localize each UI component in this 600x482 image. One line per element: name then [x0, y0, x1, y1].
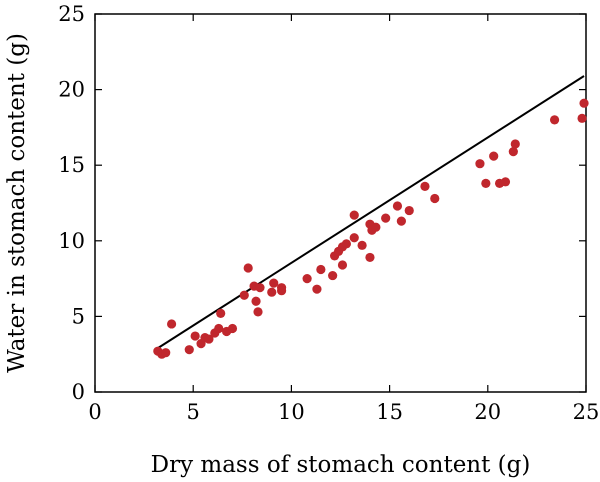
data-point	[255, 283, 265, 293]
data-point	[316, 264, 326, 275]
x-axis-ticks: 0 5 10 15 20 25	[88, 14, 599, 424]
data-point	[549, 115, 560, 125]
data-point	[253, 307, 263, 317]
data-point	[267, 287, 277, 297]
data-point	[239, 290, 249, 300]
data-point	[204, 334, 214, 344]
data-point	[251, 296, 261, 306]
x-axis-label: Dry mass of stomach content (g)	[151, 452, 531, 478]
data-point	[365, 252, 375, 263]
data-point	[243, 263, 253, 273]
fit-line-layer	[157, 75, 585, 349]
x-tick-label: 15	[376, 400, 403, 424]
data-point	[312, 284, 322, 294]
plot-frame	[94, 13, 587, 393]
data-point	[489, 151, 499, 161]
data-point	[302, 274, 312, 284]
y-tick-label: 5	[72, 304, 85, 328]
data-point	[510, 139, 520, 149]
data-point	[214, 323, 224, 334]
data-point	[500, 177, 511, 187]
data-point	[184, 345, 194, 355]
data-point	[328, 270, 338, 281]
x-tick-label: 25	[573, 400, 600, 424]
data-point	[357, 240, 367, 250]
data-point	[404, 205, 414, 216]
data-point	[481, 178, 491, 188]
data-point	[349, 233, 359, 243]
data-point	[269, 278, 279, 288]
data-point	[381, 213, 391, 223]
regression-line	[157, 75, 585, 349]
data-point	[166, 319, 177, 329]
data-point	[227, 323, 238, 334]
data-point	[371, 222, 381, 232]
data-point	[349, 210, 359, 220]
data-point	[508, 146, 518, 157]
data-point	[190, 331, 200, 341]
x-tick-label: 5	[187, 400, 200, 424]
data-point	[337, 260, 348, 270]
x-tick-label: 10	[278, 400, 305, 424]
y-tick-label: 20	[58, 78, 85, 102]
y-axis-label: Water in stomach content (g)	[4, 33, 30, 373]
data-point	[392, 201, 403, 211]
data-point	[420, 181, 430, 191]
y-tick-label: 25	[58, 2, 85, 26]
data-point	[430, 193, 440, 204]
y-axis-ticks: 0 5 10 15 20 25	[58, 2, 586, 404]
data-point	[216, 308, 226, 318]
x-tick-label: 0	[88, 400, 101, 424]
x-tick-label: 20	[474, 400, 501, 424]
y-tick-label: 10	[58, 229, 85, 253]
plot-area	[94, 13, 589, 393]
data-point	[577, 113, 587, 123]
data-point	[341, 239, 351, 249]
data-point	[475, 159, 485, 169]
data-point	[579, 98, 589, 108]
data-point	[161, 348, 171, 358]
y-tick-label: 0	[72, 380, 85, 404]
data-point	[396, 216, 406, 226]
y-tick-label: 15	[58, 153, 85, 177]
data-point	[276, 286, 287, 296]
data-points	[153, 98, 589, 359]
